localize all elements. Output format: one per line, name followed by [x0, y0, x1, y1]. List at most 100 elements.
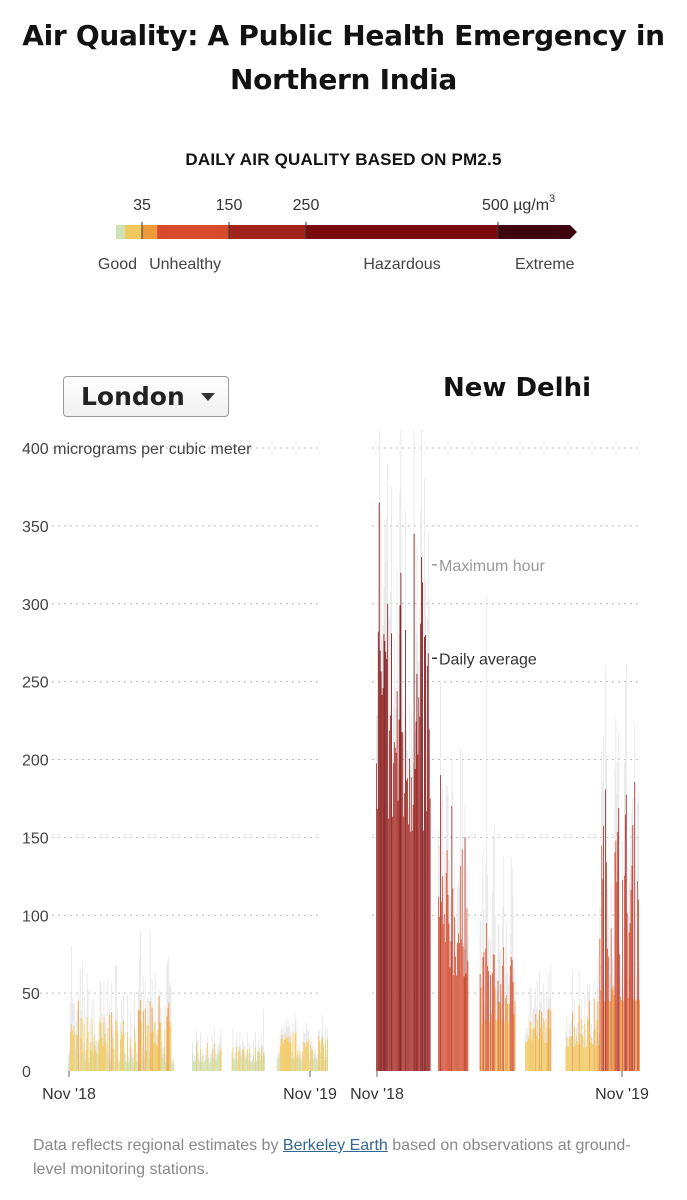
daily-average-bar [616, 882, 618, 1071]
daily-average-bar [493, 954, 495, 1071]
daily-average-bar [125, 1061, 126, 1071]
daily-average-bar [410, 777, 412, 1071]
daily-average-bar [445, 872, 447, 1071]
daily-average-bar [276, 1059, 278, 1071]
daily-average-bar [83, 1024, 85, 1071]
daily-average-bar [76, 1035, 78, 1071]
daily-average-bar [638, 899, 639, 1071]
daily-average-bar [481, 1024, 483, 1071]
scale-band [498, 225, 577, 239]
daily-average-bar [321, 1039, 322, 1071]
daily-average-bar [127, 1032, 128, 1071]
daily-average-bar [529, 1021, 531, 1071]
daily-average-bar [609, 1000, 611, 1071]
daily-average-bar [461, 849, 463, 1071]
daily-average-bar [149, 1000, 151, 1071]
y-tick-label: 100 [22, 908, 49, 925]
daily-average-bar [419, 716, 421, 1071]
daily-average-bar [147, 1025, 149, 1071]
x-tick-label: Nov '19 [283, 1086, 337, 1103]
daily-average-bar [446, 850, 448, 1071]
daily-average-bar [308, 1039, 310, 1071]
source-note: Data reflects regional estimates by Berk… [33, 1134, 653, 1182]
daily-average-bar [639, 999, 640, 1071]
daily-average-bar [248, 1060, 250, 1071]
source-suffix: based on observations at ground-level mo… [33, 1137, 631, 1178]
daily-average-bar [412, 804, 414, 1071]
daily-average-bar [172, 1062, 174, 1071]
daily-average-bar [167, 1008, 169, 1071]
daily-average-bar [160, 1022, 162, 1071]
daily-average-bar [513, 1014, 515, 1071]
daily-average-bar [111, 1012, 113, 1071]
color-scale-legend: 35 150 250 500 µg/m3 Good Unhealthy Hazardous E… [98, 193, 577, 273]
daily-average-bar [169, 1021, 171, 1071]
daily-average-bar [91, 1019, 93, 1071]
daily-average-bar [108, 1061, 110, 1071]
y-tick-label: 50 [22, 986, 40, 1003]
scale-category-label: Hazardous [363, 256, 440, 273]
max-hour-bar [498, 925, 500, 1071]
daily-average-bar [317, 1060, 319, 1071]
scale-category-label: Good [98, 256, 137, 273]
daily-average-bar [143, 1056, 145, 1071]
daily-average-bar [316, 1059, 318, 1071]
daily-average-bar [262, 1055, 263, 1071]
daily-average-bar [112, 1038, 114, 1071]
y-tick-label: 400 micrograms per cubic meter [22, 441, 252, 458]
daily-average-bar [208, 1063, 210, 1071]
daily-average-bar [511, 959, 513, 1071]
berkeley-earth-link[interactable]: Berkeley Earth [282, 1137, 388, 1154]
daily-average-bar [548, 1008, 550, 1071]
panel-new-delhi [376, 430, 640, 1072]
daily-average-bar [467, 961, 469, 1071]
daily-average-bar [540, 1027, 541, 1071]
daily-average-bar [389, 730, 391, 1071]
daily-average-bar [196, 1043, 197, 1071]
city-dropdown[interactable]: London [63, 376, 229, 417]
daily-average-bar [597, 1001, 599, 1071]
max-hour-bar [126, 1054, 127, 1071]
daily-average-bar [400, 572, 402, 1071]
daily-average-bar [238, 1051, 240, 1071]
daily-average-bar [150, 1032, 152, 1071]
daily-average-bar [425, 811, 427, 1071]
daily-average-bar [586, 1046, 588, 1071]
daily-average-bar [154, 1021, 156, 1071]
daily-average-bar [623, 1000, 624, 1071]
y-tick-label: 350 [22, 519, 49, 536]
daily-average-bar [73, 1026, 75, 1071]
daily-average-bar [488, 970, 490, 1071]
daily-average-bar [492, 954, 494, 1071]
page-title: Air Quality: A Public Health Emergency i… [22, 19, 665, 96]
daily-average-bar [541, 1011, 542, 1071]
daily-average-bar [107, 1027, 109, 1071]
daily-average-bar [207, 1058, 209, 1071]
comparison-city-label: New Delhi [443, 373, 592, 403]
daily-average-bar [574, 1045, 576, 1071]
daily-average-bar [198, 1058, 199, 1071]
daily-average-bar [214, 1052, 216, 1071]
daily-average-bar [139, 1000, 141, 1071]
daily-average-bar [577, 1044, 579, 1071]
daily-average-bar [424, 636, 425, 1071]
daily-average-bar [93, 1036, 95, 1071]
daily-average-bar [530, 1022, 532, 1071]
daily-average-bar [246, 1055, 248, 1071]
panel-london [68, 930, 328, 1071]
daily-average-bar [243, 1049, 245, 1071]
scale-band [157, 225, 229, 239]
daily-average-bar [503, 946, 505, 1071]
daily-average-bar [565, 1047, 567, 1071]
daily-average-bar [497, 980, 499, 1071]
scale-category-label: Extreme [515, 256, 575, 273]
daily-average-bar [535, 1013, 537, 1071]
daily-average-bar [166, 1016, 168, 1071]
daily-average-bar [307, 1042, 309, 1071]
daily-average-bar [84, 1060, 86, 1071]
daily-average-bar [244, 1053, 246, 1071]
daily-average-bar [142, 1010, 144, 1071]
daily-average-bar [146, 1024, 148, 1071]
daily-average-bar [155, 1043, 157, 1071]
daily-average-bar [379, 650, 381, 1071]
